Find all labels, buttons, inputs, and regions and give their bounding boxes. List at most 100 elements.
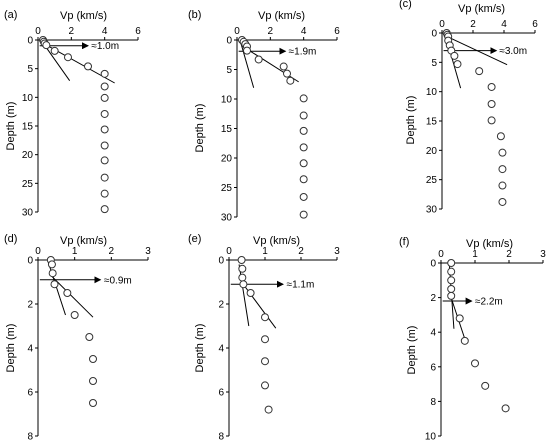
x-tick-label: 6 [532,19,538,30]
data-point [450,51,459,60]
x-axis-label: Vp (km/s) [258,10,305,22]
y-tick-label: 20 [22,150,34,161]
y-tick-label: 25 [221,183,233,194]
data-point [238,264,247,273]
data-point [447,276,456,285]
data-point [261,381,269,390]
data-point [447,259,456,267]
data-point [63,289,72,297]
panel-label: (c) [399,0,412,10]
y-tick-label: 25 [22,179,34,190]
y-tick-label: 8 [27,432,33,443]
y-tick-label: 10 [221,95,233,106]
data-point [100,173,109,182]
data-point [89,377,97,385]
data-point [100,189,109,198]
data-point [471,359,479,368]
x-tick-label: 3 [145,246,151,257]
data-point [70,311,79,319]
data-point [89,399,97,407]
data-point [487,82,496,91]
data-point [100,93,109,102]
x-axis-label: Vp (km/s) [60,235,107,247]
data-point [286,76,295,85]
y-tick-label: 30 [426,205,438,216]
panel-label: (a) [4,9,17,21]
data-point [261,335,269,344]
y-tick-label: 8 [430,397,436,408]
data-point [455,314,464,323]
panel-label: (e) [188,233,201,245]
y-axis-label: Depth (m) [194,104,206,153]
data-point [447,267,456,276]
data-point [64,53,72,62]
y-tick-label: 4 [430,328,436,339]
panel-label: (d) [4,233,17,245]
x-tick-label: 6 [334,26,340,37]
chart-panel: (a) Vp (km/s) Depth (m) 0 2 4 6 0 5 10 15 20 25 30 ≈1.… [4,9,141,219]
x-tick-label: 6 [135,26,141,37]
y-tick-label: 2 [430,293,436,304]
data-point [299,210,308,219]
y-tick-label: 5 [226,65,232,76]
y-tick-label: 5 [431,58,437,69]
data-point [238,273,247,282]
panel-label: (b) [188,9,201,21]
data-point [498,148,507,157]
data-point [254,55,263,64]
y-tick-label: 4 [218,344,224,355]
data-point [42,41,51,50]
data-point [50,46,59,55]
x-tick-label: 4 [301,26,307,37]
y-tick-label: 6 [27,388,33,399]
y-axis-label: Depth (m) [5,102,17,151]
x-tick-label: 2 [69,26,75,37]
data-point [498,197,507,206]
y-tick-label: 10 [426,87,438,98]
y-tick-label: 10 [425,432,437,443]
chart-panel: (b) Vp (km/s) Depth (m) 0 2 4 6 0 5 10 15 20 25 30 ≈1.… [188,9,340,224]
data-point [498,181,507,190]
x-tick-label: 1 [72,246,78,257]
data-point [47,260,56,269]
x-tick-label: 0 [439,19,445,30]
x-tick-label: 2 [109,246,115,257]
y-tick-label: 5 [27,64,33,75]
data-point [237,256,246,264]
y-axis-label: Depth (m) [406,326,418,375]
data-point [299,192,308,201]
y-tick-label: 6 [430,362,436,373]
data-point [100,109,109,118]
chart-panel: (f) Vp (km/s) Depth (m) 0 1 2 3 0 2 4 6 8 10 ≈2.2m [399,236,546,443]
y-tick-label: 8 [218,432,224,443]
y-tick-label: 15 [22,122,34,133]
data-point [453,60,462,69]
y-tick-label: 6 [218,388,224,399]
data-point [487,116,496,125]
x-tick-label: 0 [438,249,444,260]
data-point [48,269,57,278]
data-point [498,165,507,174]
data-point [475,67,484,76]
data-point [239,280,248,289]
y-tick-label: 20 [426,146,438,157]
x-tick-label: 2 [268,26,274,37]
y-tick-label: 2 [218,300,224,311]
y-tick-label: 0 [27,256,33,267]
data-point [447,284,456,293]
y-tick-label: 0 [431,29,437,40]
data-point [501,404,510,413]
depth-annotation: ≈1.9m [289,47,317,58]
panel-label: (f) [399,236,409,248]
x-tick-label: 0 [35,246,41,257]
x-axis-label: Vp (km/s) [458,3,505,15]
data-point [100,205,109,214]
data-point [447,291,456,300]
depth-annotation: ≈1.0m [91,41,119,52]
data-point [299,175,308,184]
y-tick-label: 0 [226,36,232,47]
data-point [299,126,308,135]
data-point [261,313,269,322]
data-point [100,125,109,134]
data-point [261,357,269,366]
